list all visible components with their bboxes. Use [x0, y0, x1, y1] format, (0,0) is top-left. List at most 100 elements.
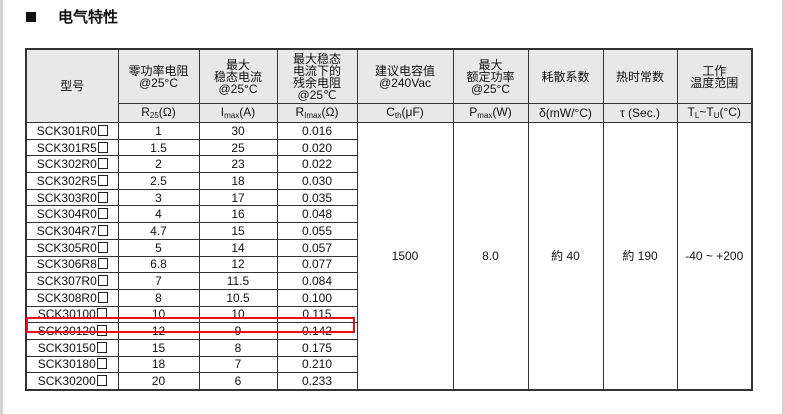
- shared-value-cell: 8.0: [452, 122, 529, 391]
- model-cell: SCK308R0: [25, 288, 119, 307]
- checkbox-placeholder-icon: [96, 358, 107, 370]
- electrical-characteristics-table: 型号 零功率电阻 @25°C 最大 稳态电流 @25°C 最大稳态 电流下的 残余电阻 @25℃ 建…: [25, 48, 753, 391]
- model-cell: SCK304R0: [25, 205, 119, 224]
- model-cell: SCK30200: [25, 372, 119, 391]
- value-cell: 0.055: [276, 222, 358, 240]
- model-cell: SCK303R0: [25, 188, 119, 207]
- checkbox-placeholder-icon: [97, 291, 108, 303]
- model-cell: SCK306R8: [25, 255, 119, 274]
- column-unit: Cth(μF): [356, 103, 454, 123]
- model-cell: SCK30180: [25, 355, 119, 374]
- value-cell: 14: [198, 238, 278, 257]
- value-cell: 18: [198, 172, 278, 190]
- checkbox-placeholder-icon: [96, 325, 107, 337]
- model-cell: SCK30150: [25, 338, 119, 357]
- column-header: 零功率电阻 @25°C: [117, 48, 200, 104]
- value-cell: 0.077: [276, 255, 358, 274]
- model-cell: SCK301R5: [25, 138, 119, 157]
- column-header: 型号: [25, 48, 119, 123]
- model-cell: SCK307R0: [25, 272, 119, 290]
- value-cell: 0.035: [276, 188, 358, 207]
- value-cell: 6.8: [117, 255, 200, 274]
- column-header: 最大 稳态电流 @25°C: [198, 48, 278, 104]
- value-cell: 17: [198, 188, 278, 207]
- checkbox-placeholder-icon: [97, 224, 108, 236]
- table-row: SCK306R8 6.8 12 0.077: [25, 255, 752, 274]
- checkbox-placeholder-icon: [97, 141, 108, 153]
- value-cell: 8: [117, 288, 200, 307]
- column-unit: τ (Sec.): [602, 103, 678, 123]
- column-unit: RImax(Ω): [276, 103, 358, 123]
- value-cell: 5: [117, 238, 200, 257]
- value-cell: 20: [117, 372, 200, 391]
- value-cell: 0.057: [276, 238, 358, 257]
- value-cell: 7: [198, 355, 278, 374]
- table-row: SCK30200 20 6 0.233: [25, 372, 752, 391]
- value-cell: 1: [117, 122, 200, 140]
- column-unit: δ(mW/°C): [527, 103, 604, 123]
- value-cell: 0.175: [276, 338, 358, 357]
- table-row: SCK304R0 4 16 0.048: [25, 205, 752, 224]
- checkbox-placeholder-icon: [96, 375, 107, 387]
- value-cell: 16: [198, 205, 278, 224]
- model-cell: SCK305R0: [25, 238, 119, 257]
- value-cell: 2.5: [117, 172, 200, 190]
- value-cell: 23: [198, 155, 278, 174]
- column-unit: R25(Ω): [117, 103, 200, 123]
- value-cell: 12: [198, 255, 278, 274]
- table-row: SCK303R0 3 17 0.035: [25, 188, 752, 207]
- shared-value-cell: -40 ~ +200: [676, 122, 753, 391]
- value-cell: 11.5: [198, 272, 278, 290]
- section-title-text: 电气特性: [58, 9, 119, 26]
- value-cell: 1.5: [117, 138, 200, 157]
- table-row: SCK307R0 7 11.5 0.084: [25, 272, 752, 290]
- value-cell: 15: [117, 338, 200, 357]
- square-bullet-icon: [26, 11, 36, 22]
- model-cell: SCK302R5: [25, 172, 119, 190]
- shared-value-cell: 約 40: [527, 122, 604, 391]
- shared-value-cell: 1500: [356, 122, 454, 391]
- value-cell: 15: [198, 222, 278, 240]
- value-cell: 0.048: [276, 205, 358, 224]
- section-title: 电气特性: [26, 6, 118, 27]
- table-row: SCK301R5 1.5 25 0.020: [25, 138, 752, 157]
- column-unit: Imax(A): [198, 103, 278, 123]
- table-row: SCK308R0 8 10.5 0.100: [25, 288, 752, 307]
- checkbox-placeholder-icon: [96, 341, 107, 353]
- value-cell: 30: [198, 122, 278, 140]
- column-header: 最大稳态 电流下的 残余电阻 @25℃: [276, 48, 358, 104]
- value-cell: 0.100: [276, 288, 358, 307]
- page-edge-left: [0, 0, 3, 414]
- checkbox-placeholder-icon: [97, 124, 108, 136]
- page-edge-right: [782, 0, 785, 414]
- highlighted-row-outline: [26, 317, 355, 333]
- column-unit: TL~TU(°C): [676, 103, 753, 123]
- value-cell: 10.5: [198, 288, 278, 307]
- column-header: 工作 温度范围: [676, 48, 753, 104]
- column-header: 建议电容值 @240Vac: [356, 48, 454, 104]
- checkbox-placeholder-icon: [97, 158, 108, 170]
- model-cell: SCK302R0: [25, 155, 119, 174]
- value-cell: 18: [117, 355, 200, 374]
- checkbox-placeholder-icon: [97, 275, 108, 287]
- column-header: 耗散系数: [527, 48, 604, 104]
- value-cell: 6: [198, 372, 278, 391]
- checkbox-placeholder-icon: [97, 241, 108, 253]
- value-cell: 4.7: [117, 222, 200, 240]
- value-cell: 25: [198, 138, 278, 157]
- value-cell: 3: [117, 188, 200, 207]
- value-cell: 0.020: [276, 138, 358, 157]
- value-cell: 2: [117, 155, 200, 174]
- table-row: SCK301R0 1 30 0.016 1500 8.0 約 40 約 190 -40 ~ +2…: [25, 122, 753, 391]
- checkbox-placeholder-icon: [97, 208, 108, 220]
- column-header: 最大 额定功率 @25°C: [452, 48, 529, 104]
- checkbox-placeholder-icon: [97, 174, 108, 186]
- value-cell: 0.084: [276, 272, 358, 290]
- checkbox-placeholder-icon: [97, 191, 108, 203]
- value-cell: 0.030: [276, 172, 358, 190]
- value-cell: 7: [117, 272, 200, 290]
- value-cell: 0.016: [276, 122, 358, 140]
- value-cell: 8: [198, 338, 278, 357]
- model-cell: SCK301R0: [25, 122, 119, 140]
- checkbox-placeholder-icon: [97, 258, 108, 270]
